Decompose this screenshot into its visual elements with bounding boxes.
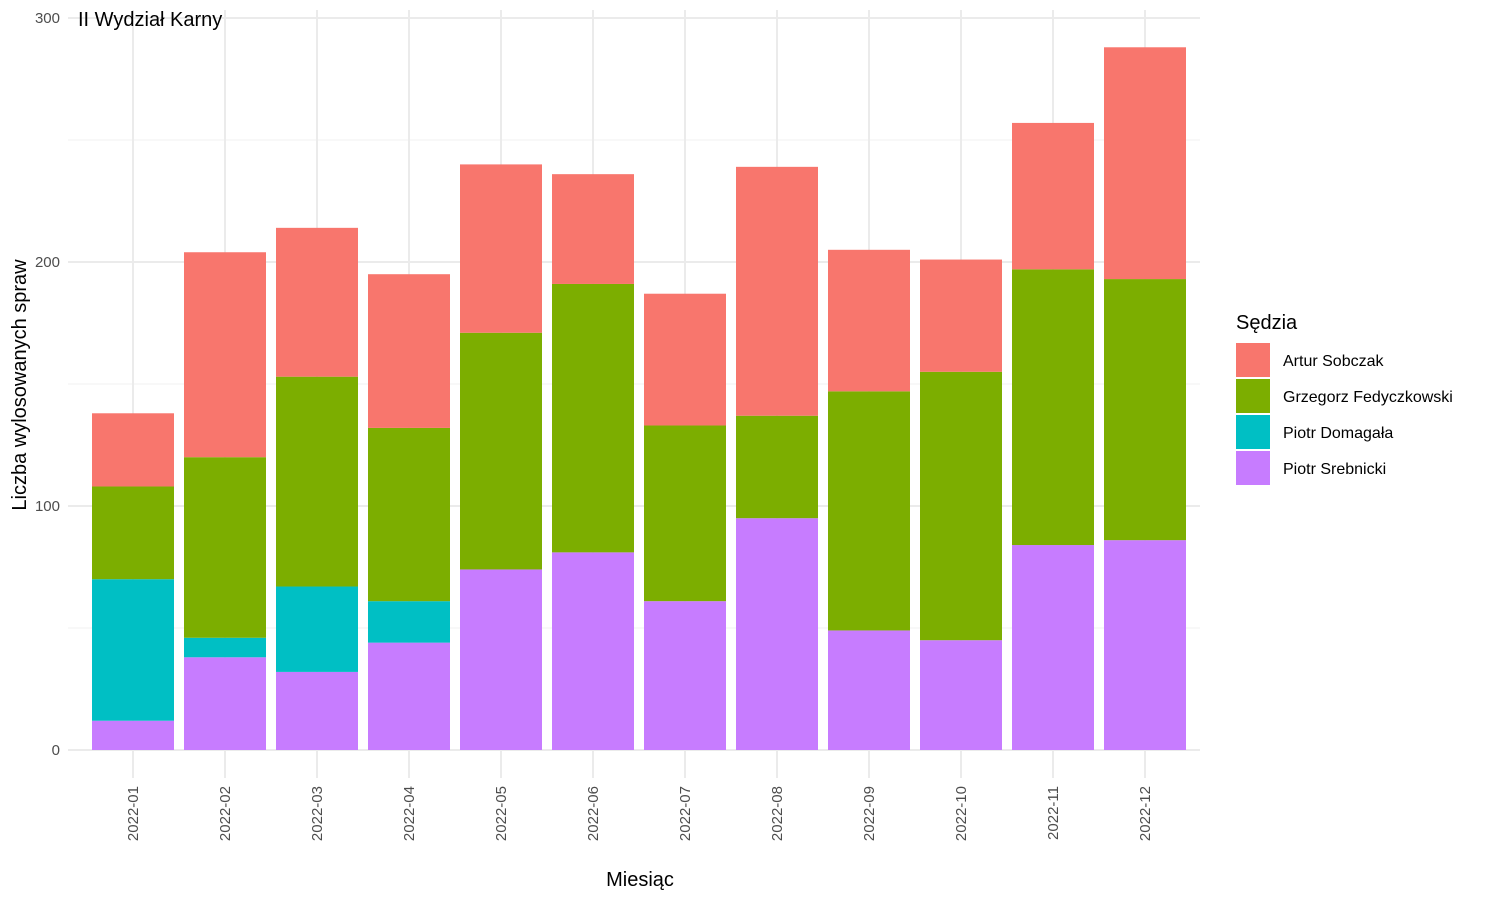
bar-segment: [1104, 540, 1186, 750]
x-tick-label: 2022-03: [309, 786, 326, 841]
x-tick-label: 2022-12: [1137, 786, 1154, 841]
bar-segment: [552, 552, 634, 750]
legend-label: Grzegorz Fedyczkowski: [1283, 389, 1453, 406]
y-tick-label: 300: [35, 10, 60, 27]
legend-label: Piotr Domagała: [1283, 425, 1393, 442]
legend-label: Artur Sobczak: [1283, 353, 1384, 370]
y-axis-title: Liczba wylosowanych spraw: [9, 259, 31, 511]
y-tick-label: 200: [35, 254, 60, 271]
bar-segment: [644, 425, 726, 602]
x-tick-label: 2022-08: [769, 786, 786, 841]
bar-segment: [920, 259, 1002, 372]
bar-segment: [276, 227, 358, 377]
bar-segment: [1104, 47, 1186, 280]
legend-label: Piotr Srebnicki: [1283, 461, 1386, 478]
bar-segment: [184, 657, 266, 750]
x-tick-label: 2022-06: [585, 786, 602, 841]
bar-segment: [460, 569, 542, 750]
bar-segment: [92, 579, 174, 721]
bar-segment: [644, 601, 726, 750]
x-tick-label: 2022-07: [677, 786, 694, 841]
bar-segment: [920, 371, 1002, 641]
x-tick-label: 2022-11: [1045, 786, 1062, 840]
bar-segment: [276, 586, 358, 672]
bar-segment: [92, 486, 174, 580]
bar-segment: [184, 637, 266, 658]
legend-key: [1236, 379, 1270, 413]
bar-segment: [368, 427, 450, 602]
bar-segment: [644, 293, 726, 426]
bar-segment: [460, 332, 542, 570]
bar-segment: [1104, 279, 1186, 541]
bar-segment: [92, 413, 174, 487]
x-tick-label: 2022-09: [861, 786, 878, 841]
bar-segment: [368, 601, 450, 643]
bar-segment: [828, 391, 910, 631]
bars: [92, 47, 1186, 750]
bar-segment: [736, 518, 818, 750]
legend-title: Sędzia: [1236, 312, 1298, 334]
legend-items: Artur Sobczak Grzegorz Fedyczkowski Piotr …: [1236, 343, 1453, 485]
bar-segment: [736, 166, 818, 416]
x-axis-ticks: 2022-01 2022-02 2022-03 2022-04 2022-05 2022-…: [125, 786, 1154, 841]
bar-segment: [460, 164, 542, 333]
y-axis-ticks: 0 100 200 300: [35, 10, 60, 759]
bar-segment: [828, 249, 910, 392]
x-tick-label: 2022-02: [217, 786, 234, 841]
x-axis-title: Miesiąc: [606, 869, 674, 891]
legend: Sędzia Artur Sobczak Grzegorz Fedyczkowsk…: [1236, 312, 1453, 485]
x-tick-label: 2022-04: [401, 786, 418, 841]
bar-segment: [552, 283, 634, 553]
bar-segment: [184, 457, 266, 638]
bar-segment: [552, 174, 634, 284]
x-tick-label: 2022-10: [953, 786, 970, 841]
bar-segment: [1012, 545, 1094, 750]
legend-key: [1236, 343, 1270, 377]
bar-segment: [368, 642, 450, 750]
bar-segment: [184, 252, 266, 458]
bar-segment: [1012, 122, 1094, 270]
bar-segment: [1012, 269, 1094, 546]
legend-key: [1236, 415, 1270, 449]
legend-key: [1236, 451, 1270, 485]
bar-segment: [736, 415, 818, 519]
bar-segment: [276, 376, 358, 587]
y-tick-label: 100: [35, 498, 60, 515]
y-tick-label: 0: [52, 742, 60, 759]
x-tick-label: 2022-05: [493, 786, 510, 841]
bar-segment: [276, 671, 358, 750]
bar-segment: [828, 630, 910, 750]
bar-segment: [92, 720, 174, 750]
bar-segment: [368, 274, 450, 428]
x-tick-label: 2022-01: [125, 786, 142, 841]
plot-title: II Wydział Karny: [78, 9, 222, 31]
bar-segment: [920, 640, 1002, 750]
